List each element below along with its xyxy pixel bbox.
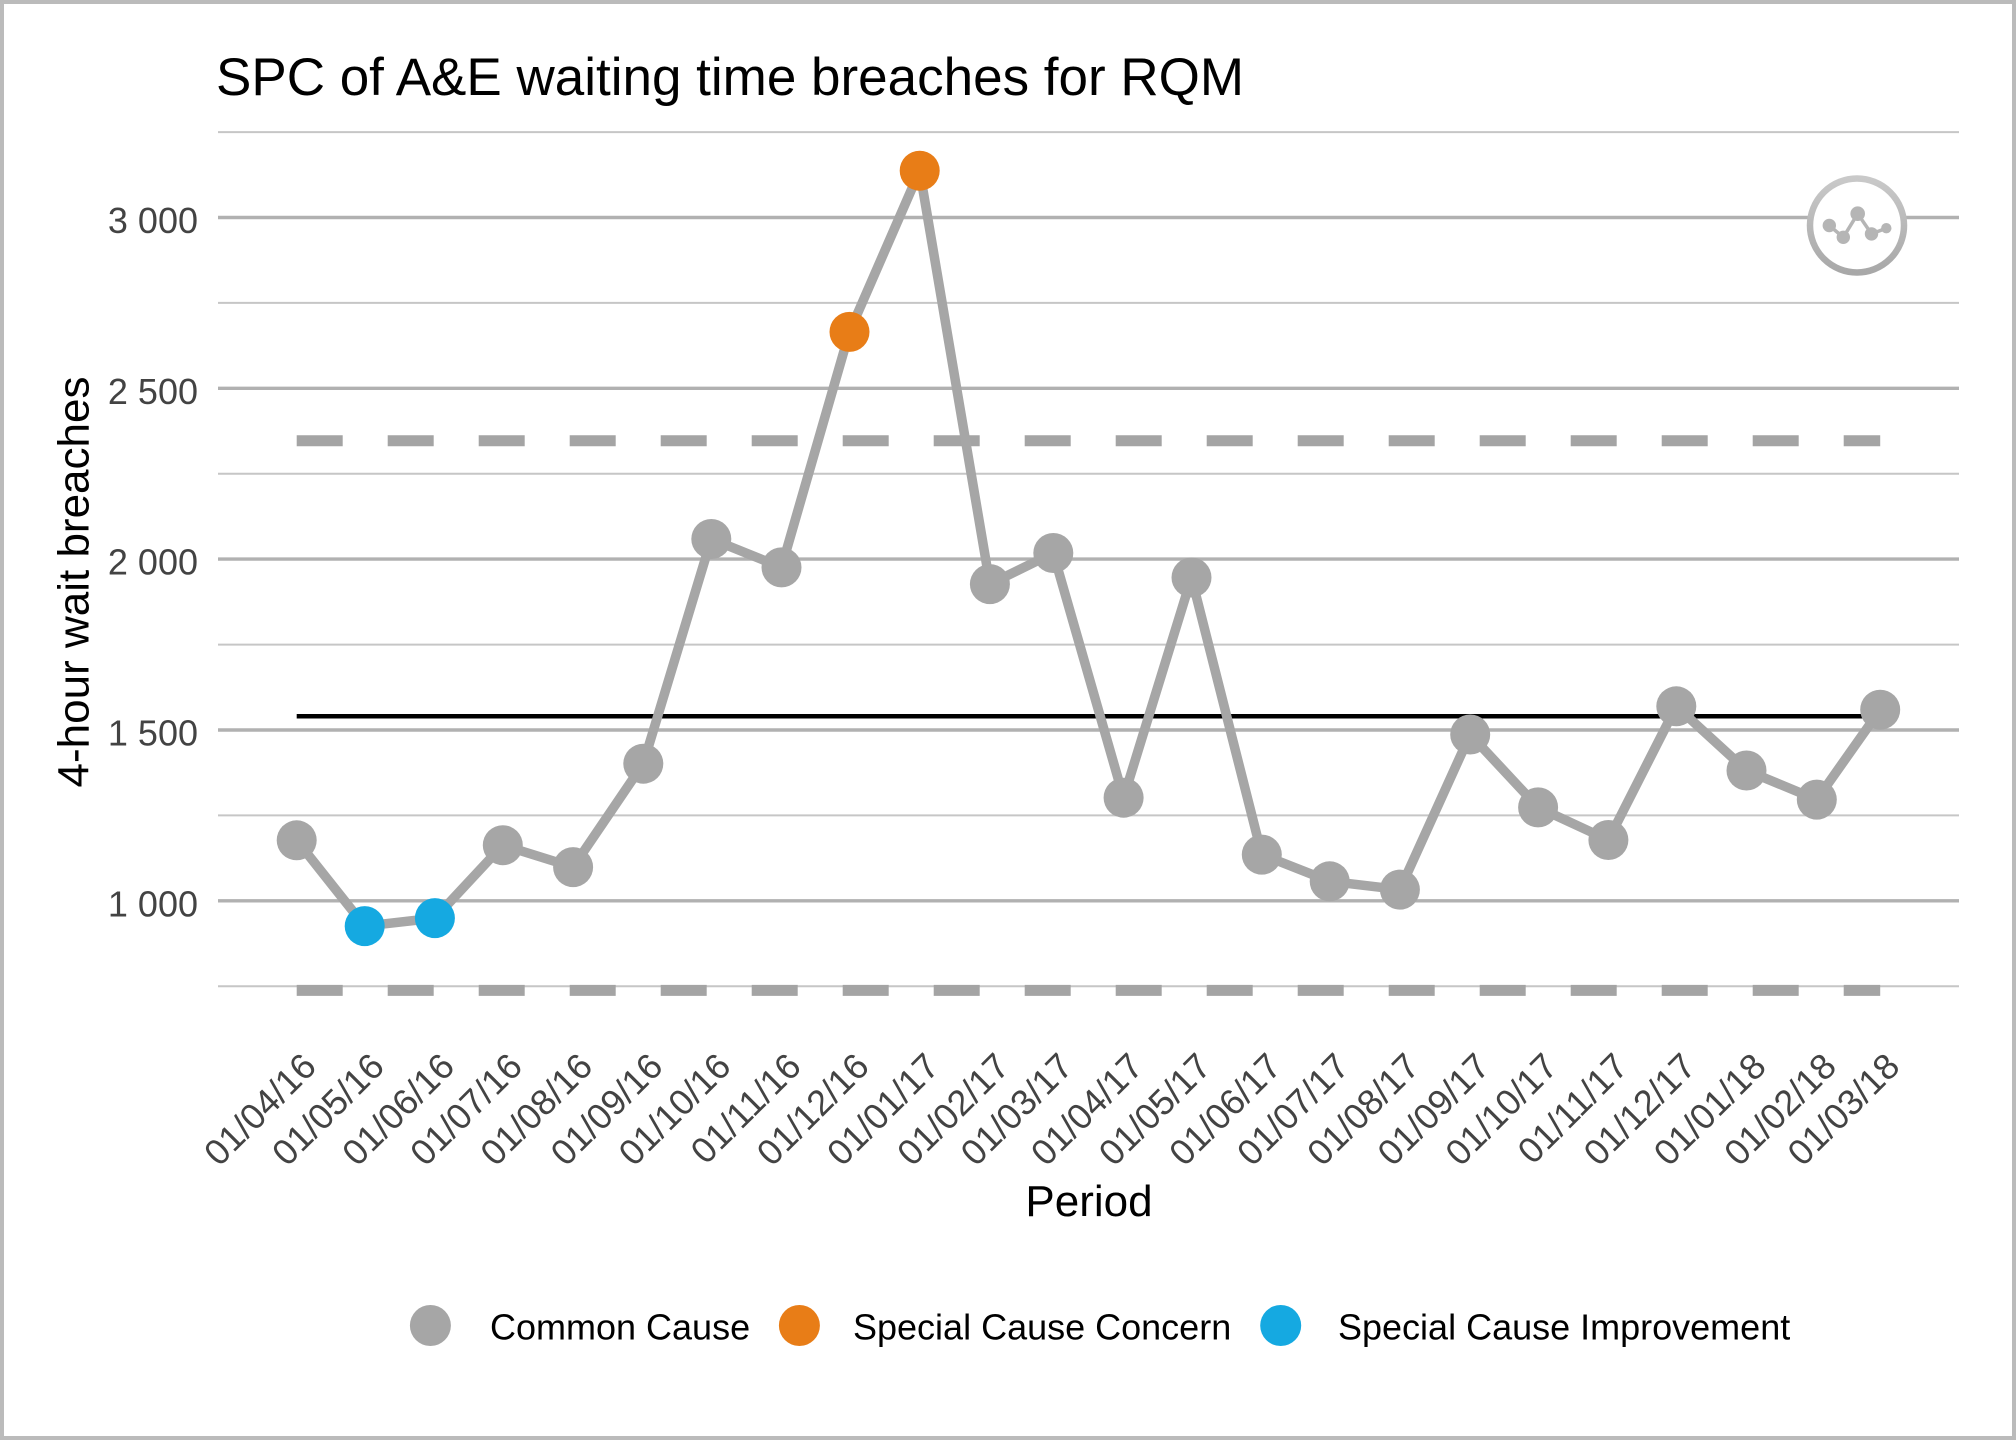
svg-text:1 500: 1 500 bbox=[108, 713, 198, 754]
svg-text:Period: Period bbox=[1025, 1177, 1152, 1226]
svg-text:Special Cause Improvement: Special Cause Improvement bbox=[1338, 1306, 1790, 1347]
svg-text:1 000: 1 000 bbox=[108, 883, 198, 924]
svg-text:4-hour wait breaches: 4-hour wait breaches bbox=[50, 377, 99, 788]
svg-text:3 000: 3 000 bbox=[108, 200, 198, 241]
svg-text:2 000: 2 000 bbox=[108, 542, 198, 583]
svg-text:Common Cause: Common Cause bbox=[490, 1306, 750, 1347]
svg-text:SPC of A&E waiting time breach: SPC of A&E waiting time breaches for RQM bbox=[216, 48, 1244, 107]
svg-text:Special Cause Concern: Special Cause Concern bbox=[853, 1306, 1231, 1347]
svg-text:2 500: 2 500 bbox=[108, 371, 198, 412]
